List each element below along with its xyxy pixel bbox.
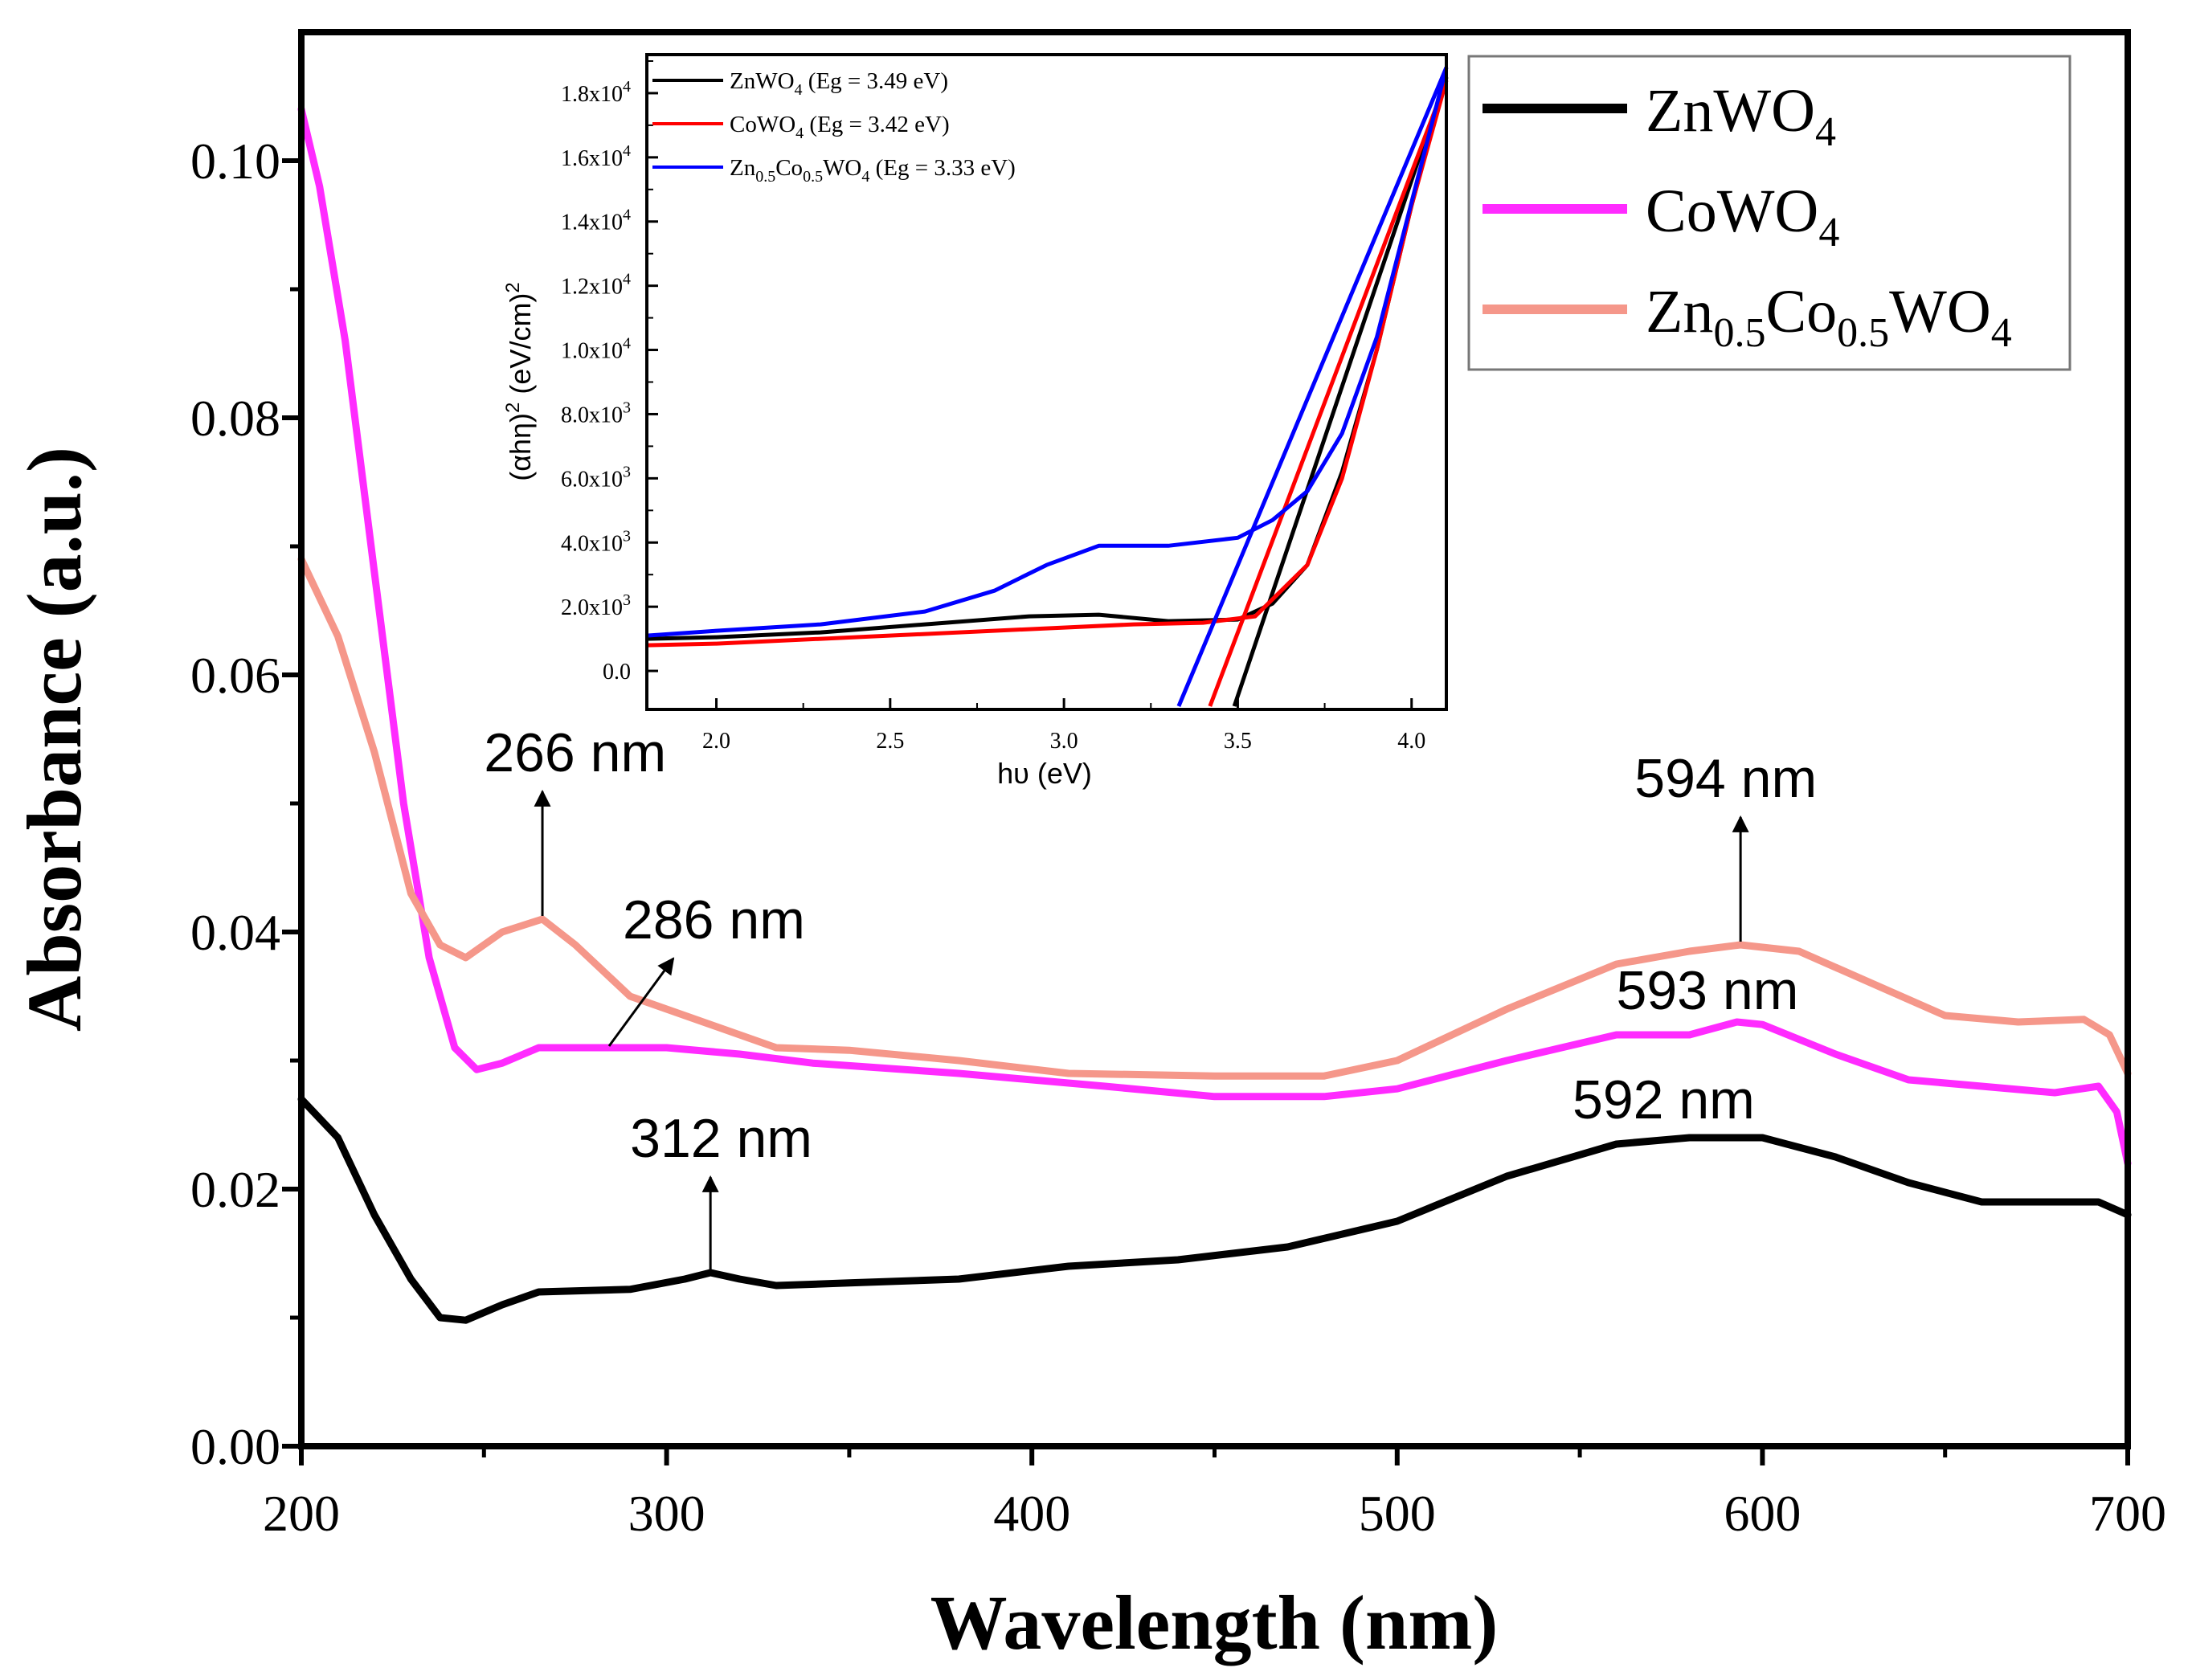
inset-legend-label: ZnWO4 (Eg = 3.49 eV) bbox=[730, 68, 948, 99]
inset-x-tick-label: 4.0 bbox=[1397, 729, 1425, 754]
x-tick-label: 700 bbox=[2089, 1485, 2166, 1542]
inset-fit-line bbox=[1176, 67, 1449, 707]
y-tick-label: 0.04 bbox=[190, 904, 280, 961]
main-legend: ZnWO4 CoWO4 Zn0.5Co0.5WO4 bbox=[1467, 55, 2071, 371]
y-tick-label: 0.10 bbox=[190, 133, 280, 190]
inset-y-tick-label: 0.0 bbox=[603, 660, 631, 685]
inset-plot: 2.0 2.5 3.0 3.5 4.0 0.0 2.0x103 4.0x103 6.0x103 8… bbox=[502, 53, 1449, 790]
peak-label: 593 nm bbox=[1617, 960, 1799, 1021]
inset-series-line bbox=[646, 67, 1449, 638]
y-tick-label: 0.02 bbox=[190, 1161, 280, 1218]
x-axis-title: Wavelength (nm) bbox=[930, 1580, 1499, 1666]
inset-legend-label: CoWO4 (Eg = 3.42 eV) bbox=[730, 112, 950, 142]
inset-fit-line bbox=[1208, 80, 1449, 707]
main-series-group bbox=[297, 105, 2132, 1324]
inset-ticks: 2.0 2.5 3.0 3.5 4.0 0.0 2.0x103 4.0x103 6.0x103 8… bbox=[561, 59, 1425, 754]
legend-label: CoWO4 bbox=[1646, 178, 1839, 255]
inset-y-tick-label: 8.0x103 bbox=[561, 399, 631, 427]
inset-y-tick-label: 1.2x104 bbox=[561, 271, 631, 300]
y-tick-label: 0.06 bbox=[190, 647, 280, 704]
inset-series-line bbox=[646, 80, 1449, 648]
inset-x-tick-label: 3.0 bbox=[1050, 729, 1078, 754]
peak-label: 592 nm bbox=[1572, 1069, 1755, 1130]
main-plot: 200 300 400 500 600 700 0.00 0.02 0.04 0.06 0.08 0.… bbox=[11, 29, 2166, 1666]
series-line-CoWO4 bbox=[297, 105, 2132, 1167]
legend-label: ZnWO4 bbox=[1646, 77, 1836, 155]
inset-y-tick-label: 1.6x104 bbox=[561, 142, 631, 171]
inset-y-tick-label: 2.0x103 bbox=[561, 591, 631, 620]
y-axis-title: Absorbance (a.u.) bbox=[11, 447, 97, 1032]
x-tick-label: 200 bbox=[263, 1485, 340, 1542]
main-ticks: 200 300 400 500 600 700 0.00 0.02 0.04 0.06 0.08 0.… bbox=[190, 133, 2166, 1542]
peak-label: 594 nm bbox=[1634, 748, 1817, 809]
inset-x-axis-title: hυ (eV) bbox=[997, 757, 1092, 790]
y-tick-label: 0.08 bbox=[190, 390, 280, 447]
inset-background bbox=[647, 55, 1446, 709]
main-annotations: 266 nm 286 nm 312 nm 594 nm 593 nm 592 nm bbox=[484, 722, 1817, 1269]
inset-x-tick-label: 3.5 bbox=[1224, 729, 1252, 754]
inset-y-tick-label: 1.0x104 bbox=[561, 335, 631, 364]
inset-y-axis-title: (αhη)2 (eV/cm)2 bbox=[502, 282, 537, 481]
x-tick-label: 500 bbox=[1359, 1485, 1436, 1542]
x-tick-label: 400 bbox=[993, 1485, 1070, 1542]
inset-x-tick-label: 2.5 bbox=[876, 729, 904, 754]
peak-label: 266 nm bbox=[484, 722, 666, 783]
inset-legend-label: Zn0.5Co0.5WO4 (Eg = 3.33 eV) bbox=[730, 155, 1016, 186]
inset-series-group bbox=[646, 67, 1449, 707]
inset-y-tick-label: 1.4x104 bbox=[561, 206, 631, 235]
y-tick-label: 0.00 bbox=[190, 1418, 280, 1475]
x-tick-label: 300 bbox=[628, 1485, 705, 1542]
peak-label: 312 nm bbox=[630, 1108, 812, 1169]
inset-x-tick-label: 2.0 bbox=[702, 729, 730, 754]
inset-legend: ZnWO4 (Eg = 3.49 eV) CoWO4 (Eg = 3.42 eV)… bbox=[652, 68, 1016, 186]
series-line-ZnWO4 bbox=[297, 1095, 2132, 1324]
series-line-Zn0.5Co0.5WO4 bbox=[297, 555, 2132, 1080]
peak-arrow bbox=[607, 957, 675, 1047]
inset-y-tick-label: 4.0x103 bbox=[561, 527, 631, 556]
inset-y-tick-label: 1.8x104 bbox=[561, 78, 631, 107]
x-tick-label: 600 bbox=[1724, 1485, 1801, 1542]
legend-label: Zn0.5Co0.5WO4 bbox=[1646, 278, 2012, 356]
peak-label: 286 nm bbox=[623, 889, 805, 950]
inset-y-tick-label: 6.0x103 bbox=[561, 463, 631, 492]
